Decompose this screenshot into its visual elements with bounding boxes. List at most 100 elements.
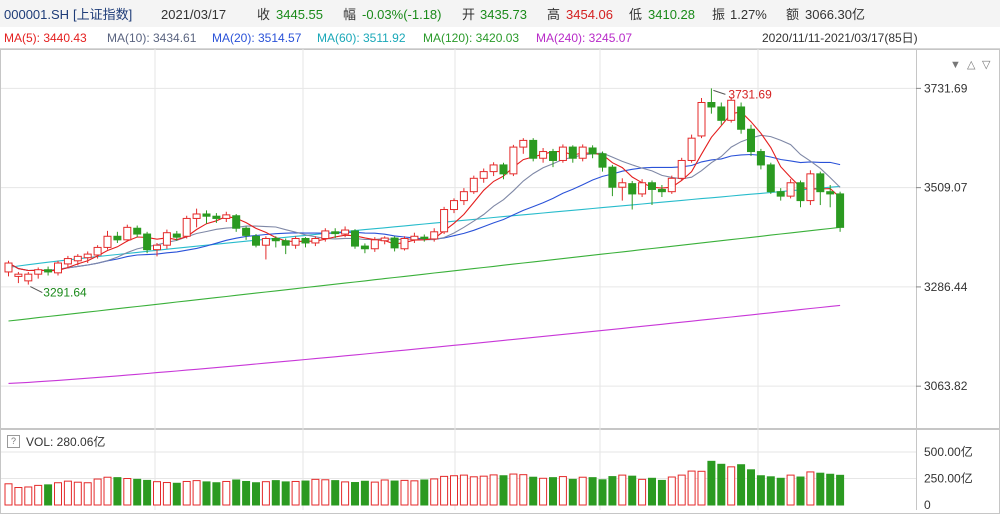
volume-bar-down — [301, 480, 310, 506]
open-value: 3435.73 — [480, 7, 527, 22]
volume-bar-up — [123, 478, 132, 506]
grid-lines — [0, 49, 1000, 514]
volume-bar-up — [14, 487, 23, 506]
candle-up — [83, 251, 92, 264]
volume-bar-up — [618, 474, 627, 506]
candle-down — [113, 231, 122, 243]
dropdown-arrow-icon[interactable]: ▼ — [950, 59, 961, 71]
volume-tick-label: 250.00亿 — [924, 471, 973, 486]
candle-up — [618, 178, 627, 201]
volume-bar-up — [321, 479, 330, 506]
candle-up — [786, 179, 795, 199]
ma5-legend: MA(5): 3440.43 — [4, 31, 87, 45]
price-tick-label: 3063.82 — [924, 379, 968, 393]
volume-bar-up — [558, 476, 567, 506]
arrow-up-icon[interactable]: △ — [967, 59, 976, 71]
volume-bar-up — [370, 481, 379, 506]
candle-up — [450, 198, 458, 214]
candle-down — [242, 226, 251, 240]
candle-down — [420, 234, 429, 242]
volume-bar-down — [608, 476, 617, 506]
volume-bar-down — [628, 475, 637, 506]
ma5-line — [8, 111, 841, 272]
candle-up — [63, 255, 72, 269]
volume-bar-down — [657, 479, 666, 506]
candle-up — [430, 228, 439, 242]
amplitude-value: 1.27% — [730, 7, 767, 22]
volume-bar-up — [93, 478, 102, 506]
volume-bar-up — [73, 481, 82, 506]
volume-bar-down — [133, 478, 142, 506]
ma20-legend: MA(20): 3514.57 — [212, 31, 302, 45]
volume-bar-down — [172, 482, 181, 506]
high-marker-arrow — [713, 89, 726, 95]
candle-up — [578, 144, 587, 162]
candle-down — [737, 102, 746, 134]
question-icon[interactable]: ? — [7, 435, 20, 448]
price-tick-label: 3286.44 — [924, 280, 968, 294]
amount-label: 额 — [786, 7, 800, 22]
candle-up — [687, 134, 696, 163]
volume-bar-up — [182, 480, 191, 506]
volume-bar-down — [44, 484, 53, 506]
candle-up — [153, 242, 161, 257]
candle-up — [677, 157, 686, 181]
moving-average-lines — [8, 111, 841, 384]
candle-up — [321, 228, 330, 242]
ma10-legend: MA(10): 3434.61 — [107, 31, 197, 45]
volume-bar-up — [4, 483, 13, 506]
volume-bar-up — [786, 474, 795, 506]
candle-up — [24, 271, 33, 285]
candle-down — [301, 237, 310, 248]
candle-up — [509, 144, 518, 177]
candle-up — [370, 237, 379, 252]
volume-bar-up — [24, 486, 33, 506]
candle-up — [519, 138, 528, 154]
candle-down — [628, 180, 637, 210]
candle-down — [529, 138, 538, 162]
high-value: 3454.06 — [566, 7, 613, 22]
volume-bar-up — [450, 475, 458, 506]
index-name: [上证指数] — [73, 7, 133, 22]
candle-down — [756, 148, 765, 170]
candle-down — [143, 231, 152, 254]
candlestick-series — [4, 88, 845, 285]
volume-bar-down — [598, 479, 607, 506]
volume-bar-up — [677, 474, 686, 506]
candle-down — [717, 102, 726, 125]
candle-up — [400, 236, 409, 251]
volume-bar-down — [549, 477, 557, 506]
amplitude-label: 振 — [712, 7, 726, 22]
volume-bar-down — [796, 476, 805, 506]
volume-bar-down — [242, 480, 251, 506]
candle-down — [202, 210, 211, 224]
change-value: -0.03%(-1.18) — [362, 7, 442, 22]
volume-bar-down — [351, 482, 359, 506]
candle-up — [103, 230, 112, 250]
volume-bar-up — [806, 471, 815, 506]
volume-bar-down — [648, 477, 656, 506]
candle-up — [667, 175, 676, 194]
ma-legend: MA(5): 3440.43 MA(10): 3434.61 MA(20): 3… — [0, 27, 1000, 71]
volume-bar-up — [578, 476, 587, 506]
date-range: 2020/11/11-2021/03/17(85日) — [762, 31, 918, 45]
volume-tick-label: 0 — [924, 498, 931, 512]
quote-header: 000001.SH [上证指数] 2021/03/17 收 3445.55 幅 … — [0, 0, 1000, 28]
volume-bar-up — [261, 481, 270, 506]
volume-bar-down — [202, 481, 211, 506]
arrow-down-icon[interactable]: ▽ — [982, 59, 991, 71]
candle-down — [232, 213, 241, 232]
volume-bar-down — [776, 477, 785, 506]
candle-down — [499, 162, 508, 180]
volume-bar-down — [390, 480, 399, 506]
volume-bar-up — [380, 479, 389, 506]
volume-bar-up — [479, 475, 488, 506]
candle-up — [410, 232, 419, 243]
volume-bar-down — [717, 463, 726, 506]
volume-bar-down — [568, 478, 577, 506]
volume-bar-down — [836, 474, 845, 506]
candle-up — [182, 215, 191, 239]
volume-bar-up — [440, 475, 449, 506]
